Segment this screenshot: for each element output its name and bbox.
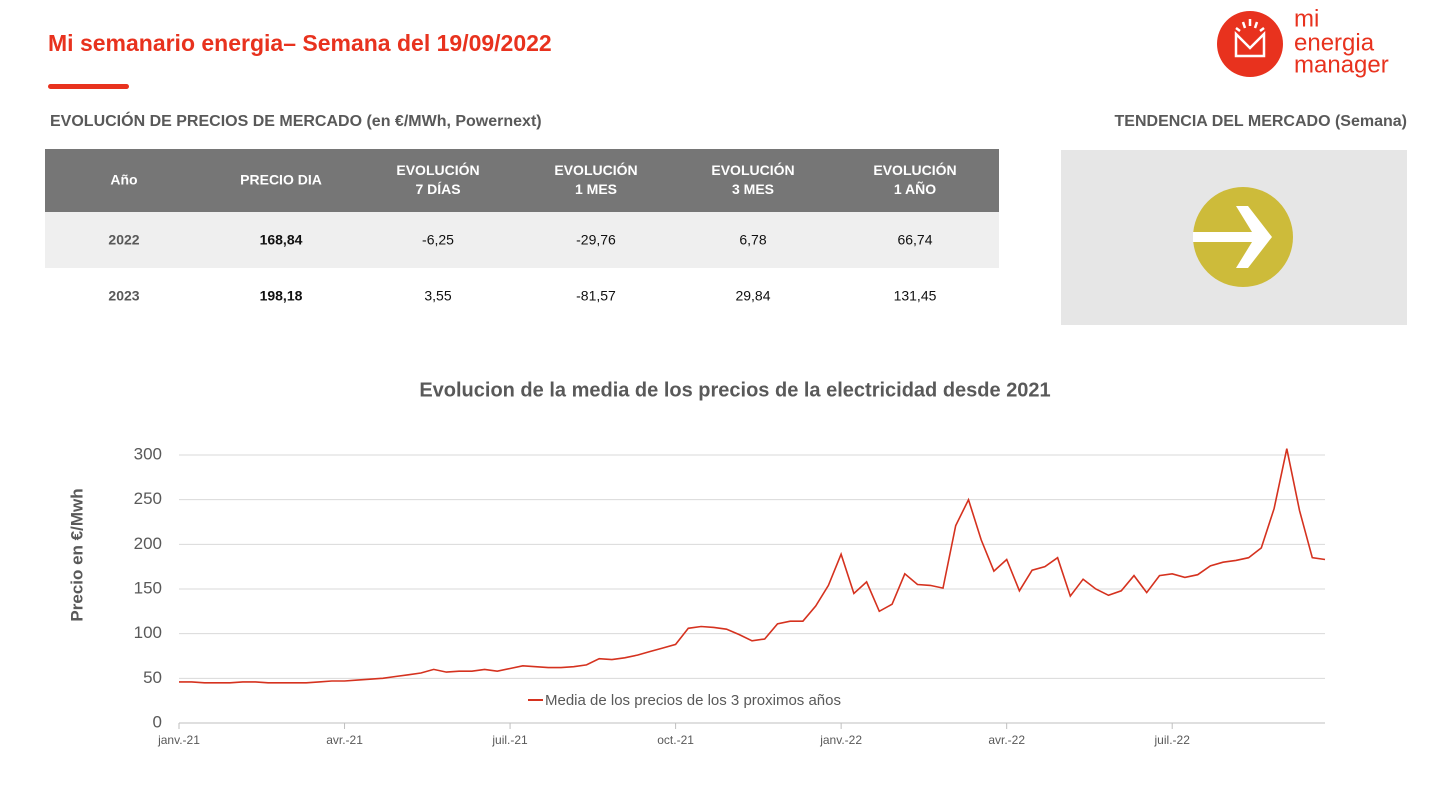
table-cell: 2023 — [108, 288, 139, 304]
table-cell: 29,84 — [735, 288, 770, 304]
x-tick-label: juil.-21 — [491, 733, 528, 747]
y-tick-label: 0 — [153, 712, 162, 731]
x-tick-label: avr.-21 — [326, 733, 363, 747]
column-header: EVOLUCIÓN — [873, 161, 956, 178]
column-header: 1 MES — [575, 181, 617, 197]
table-cell: 131,45 — [894, 288, 937, 304]
column-header: 7 DÍAS — [415, 181, 460, 197]
x-tick-label: juil.-22 — [1154, 733, 1191, 747]
table-cell: 6,78 — [739, 232, 766, 248]
logo-text: mi — [1294, 5, 1319, 32]
table-header — [45, 149, 999, 212]
column-header: 1 AÑO — [894, 180, 936, 197]
logo-text: energia — [1294, 29, 1375, 56]
column-header: EVOLUCIÓN — [711, 161, 794, 178]
x-tick-label: oct.-21 — [657, 733, 694, 747]
table-cell: 168,84 — [260, 232, 303, 248]
page-title: Mi semanario energia– Semana del 19/09/2… — [48, 30, 552, 56]
table-cell: -6,25 — [422, 232, 454, 248]
column-header: 3 MES — [732, 181, 774, 197]
logo-circle — [1217, 11, 1283, 77]
table-cell: 66,74 — [897, 232, 932, 248]
trend-title: TENDENCIA DEL MERCADO (Semana) — [1115, 113, 1407, 130]
y-tick-label: 300 — [134, 444, 162, 463]
column-header: PRECIO DIA — [240, 172, 322, 188]
table-cell: 3,55 — [424, 288, 451, 304]
x-tick-label: janv.-21 — [157, 733, 200, 747]
x-tick-label: janv.-22 — [819, 733, 862, 747]
table-caption: EVOLUCIÓN DE PRECIOS DE MERCADO (en €/MW… — [50, 111, 542, 130]
column-header: EVOLUCIÓN — [396, 161, 479, 178]
legend-label: Media de los precios de los 3 proximos a… — [545, 692, 841, 709]
y-tick-label: 250 — [134, 489, 162, 508]
chart-title: Evolucion de la media de los precios de … — [419, 379, 1050, 401]
x-tick-label: avr.-22 — [988, 733, 1025, 747]
y-tick-label: 100 — [134, 623, 162, 642]
table-cell: 2022 — [108, 232, 139, 248]
logo-text: manager — [1294, 51, 1389, 78]
table-cell: -81,57 — [576, 288, 616, 304]
table-row-bg — [45, 212, 999, 268]
column-header: EVOLUCIÓN — [554, 161, 637, 178]
table-cell: -29,76 — [576, 232, 616, 248]
title-underline — [48, 84, 129, 89]
trend-arrow — [1193, 206, 1272, 268]
y-tick-label: 200 — [134, 534, 162, 553]
y-tick-label: 50 — [143, 668, 162, 687]
line-series — [179, 448, 1326, 684]
column-header: Año — [110, 172, 137, 188]
y-tick-label: 150 — [134, 578, 162, 597]
logo-icon — [1234, 19, 1266, 58]
y-axis-label: Precio en €/Mwh — [67, 488, 86, 621]
table-cell: 198,18 — [260, 288, 303, 304]
